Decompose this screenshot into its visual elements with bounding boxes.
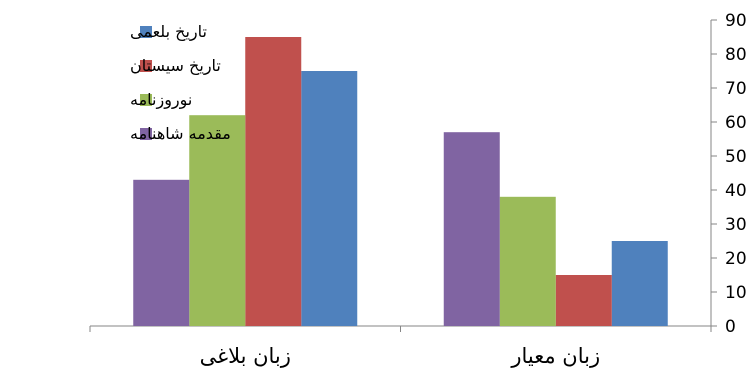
y-tick-label: 50 <box>725 147 747 167</box>
y-tick-label: 0 <box>725 317 736 337</box>
legend-label: نوروزنامه <box>130 90 192 110</box>
legend: تاریخ بلعمی تاریخ سیستان نوروزنامه مقدمه شا… <box>130 22 231 143</box>
bar <box>555 275 612 326</box>
legend-swatch <box>140 26 152 38</box>
bar <box>443 132 500 326</box>
x-category-label: زبان معیار <box>510 344 600 368</box>
bar <box>499 196 556 326</box>
y-tick-label: 80 <box>725 45 747 65</box>
bar <box>133 179 190 326</box>
legend-swatch <box>140 94 152 106</box>
y-tick-label: 60 <box>725 113 747 133</box>
y-tick-label: 10 <box>725 283 747 303</box>
x-axis-labels: زبان معیار زبان بلاغی <box>89 326 712 368</box>
y-tick-label: 40 <box>725 181 747 201</box>
legend-swatch <box>140 60 152 72</box>
y-tick-label: 90 <box>725 11 747 31</box>
bar <box>189 115 246 326</box>
bars <box>133 37 668 326</box>
y-tick-label: 20 <box>725 249 747 269</box>
x-category-label: زبان بلاغی <box>200 344 291 368</box>
legend-swatch <box>140 128 152 140</box>
bar <box>611 241 668 326</box>
y-axis-ticks: 0 10 20 30 40 50 60 70 80 90 <box>711 11 747 337</box>
bar <box>245 37 302 326</box>
bar <box>301 71 358 326</box>
y-tick-label: 70 <box>725 79 747 99</box>
legend-label: مقدمه شاهنامه <box>130 124 231 143</box>
legend-label: تاریخ سیستان <box>130 56 221 76</box>
y-tick-label: 30 <box>725 215 747 235</box>
legend-label: تاریخ بلعمی <box>130 22 207 42</box>
